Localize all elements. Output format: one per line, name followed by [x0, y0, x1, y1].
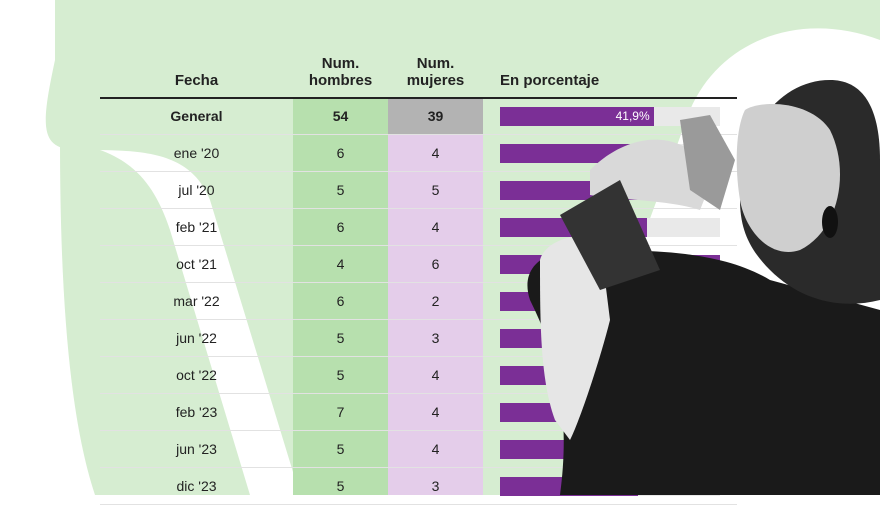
table-row: mar '22 6 2 [100, 283, 737, 320]
cell-women: 4 [431, 404, 440, 420]
table-row: dic '23 5 3 [100, 468, 737, 505]
percentage-bar [500, 292, 592, 311]
cell-date: ene '20 [173, 145, 220, 161]
header-percentage: En porcentaje [500, 72, 600, 89]
table-row: jul '20 5 5 [100, 172, 737, 209]
table-row: oct '21 4 6 60% [100, 246, 737, 283]
bar-track [500, 144, 720, 163]
cell-date: oct '22 [176, 367, 217, 383]
table-row: jun '23 5 4 [100, 431, 737, 468]
cell-date: feb '23 [175, 404, 218, 420]
percentage-bar [500, 366, 663, 385]
percentage-bar: 60% [500, 255, 720, 274]
percentage-bar [500, 144, 647, 163]
bar-track [500, 477, 720, 496]
cell-women: 39 [427, 108, 444, 124]
cell-date: jun '22 [176, 330, 217, 346]
bar-track: 41,9% [500, 107, 720, 126]
table-row: feb '23 7 4 [100, 394, 737, 431]
cell-men: 5 [336, 478, 345, 494]
bar-track [500, 440, 720, 459]
cell-men: 6 [336, 219, 345, 235]
cell-men: 6 [336, 293, 345, 309]
table-row: oct '22 5 4 [100, 357, 737, 394]
cell-date: mar '22 [173, 293, 220, 309]
cell-date: dic '23 [176, 478, 217, 494]
cell-men: 5 [336, 367, 345, 383]
women-general-bg [388, 99, 483, 135]
cell-women: 5 [431, 182, 440, 198]
cell-women: 4 [431, 145, 440, 161]
cell-men: 54 [332, 108, 349, 124]
percentage-bar [500, 403, 634, 422]
cell-men: 5 [336, 441, 345, 457]
percentage-bar [500, 329, 638, 348]
cell-men: 7 [336, 404, 345, 420]
cell-date: jul '20 [178, 182, 215, 198]
header-date: Fecha [174, 72, 219, 89]
bar-track [500, 329, 720, 348]
cell-date: jun '23 [176, 441, 217, 457]
cell-women: 4 [431, 367, 440, 383]
bar-track: 60% [500, 255, 720, 274]
cell-men: 5 [336, 182, 345, 198]
bar-track [500, 366, 720, 385]
table-row: jun '22 5 3 [100, 320, 737, 357]
women-column-bg [388, 99, 483, 495]
bar-track [500, 218, 720, 237]
bar-track [500, 403, 720, 422]
cell-women: 3 [431, 330, 440, 346]
table-row: ene '20 6 4 [100, 135, 737, 172]
cell-women: 6 [431, 256, 440, 272]
percentage-bar [500, 477, 638, 496]
cell-date: oct '21 [176, 256, 217, 272]
cell-women: 2 [431, 293, 440, 309]
percentage-bar: 41,9% [500, 107, 654, 126]
cell-date: General [170, 108, 223, 124]
cell-men: 5 [336, 330, 345, 346]
header-rule [100, 97, 737, 99]
percentage-bar [500, 218, 647, 237]
men-column-bg [293, 99, 388, 495]
cell-women: 4 [431, 219, 440, 235]
percentage-bar [500, 181, 684, 200]
header-men: Num. hombres [308, 55, 373, 89]
bar-track [500, 292, 720, 311]
cell-women: 3 [431, 478, 440, 494]
bar-track [500, 181, 720, 200]
cell-men: 6 [336, 145, 345, 161]
cell-men: 4 [336, 256, 345, 272]
header-women: Num. mujeres [406, 55, 465, 89]
table-row: feb '21 6 4 [100, 209, 737, 246]
cell-date: feb '21 [175, 219, 218, 235]
cell-women: 4 [431, 441, 440, 457]
table-row: General 54 39 41,9% [100, 98, 737, 135]
percentage-bar [500, 440, 663, 459]
